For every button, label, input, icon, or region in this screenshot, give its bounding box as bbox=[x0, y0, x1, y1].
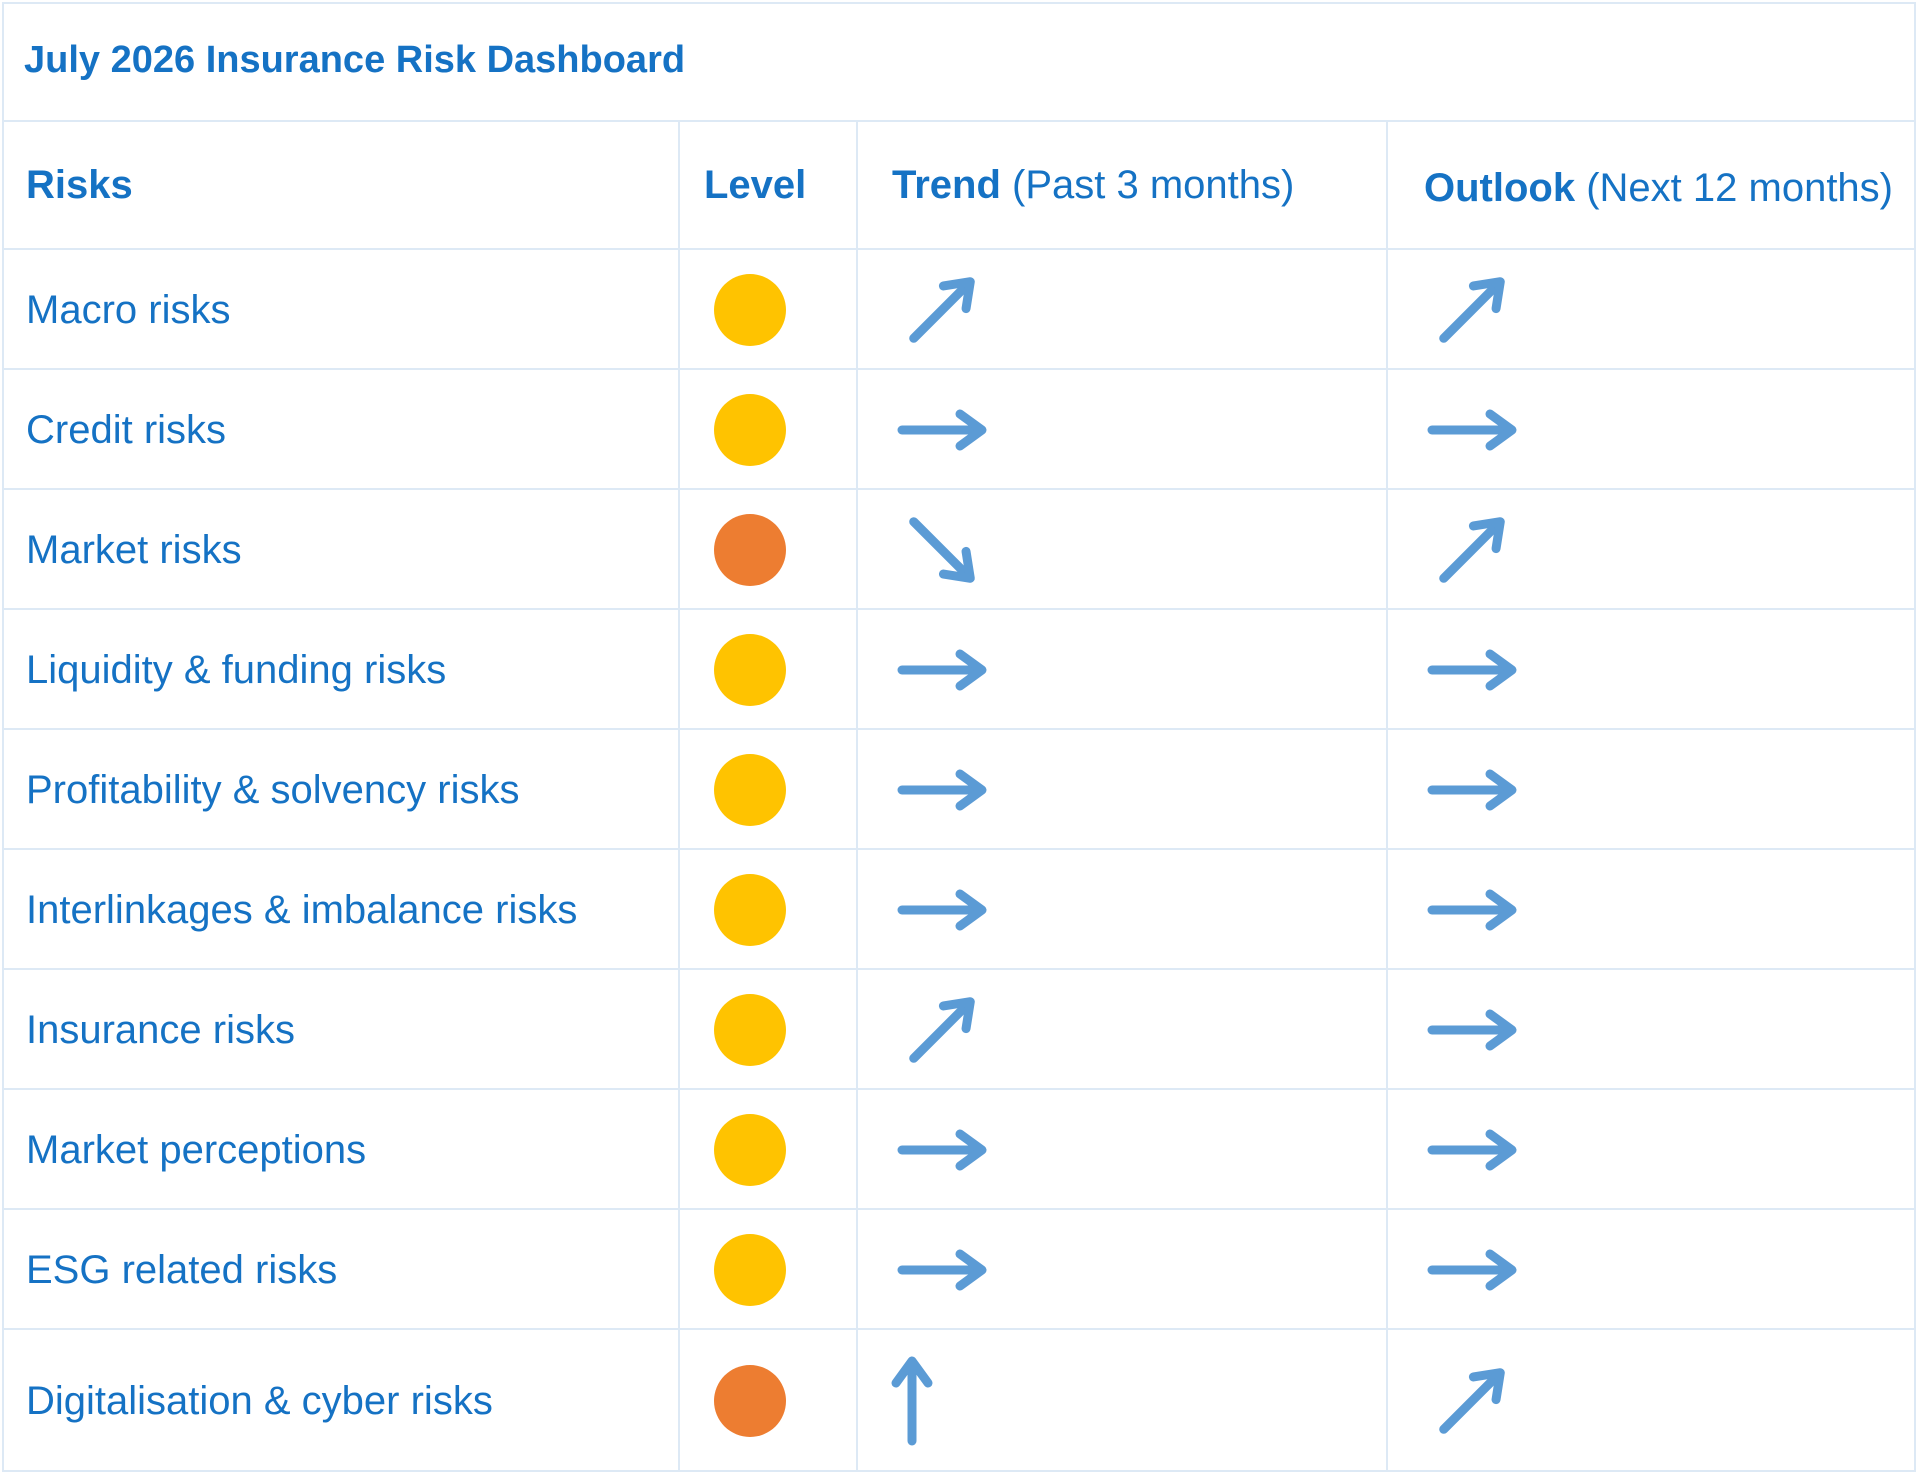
header-risks: Risks bbox=[26, 163, 133, 207]
risk-label: Digitalisation & cyber risks bbox=[26, 1379, 493, 1423]
risk-label: Market perceptions bbox=[26, 1128, 367, 1172]
risk-level-amber-dot bbox=[714, 634, 786, 706]
outlook-arrow-up-right-icon bbox=[1422, 260, 1522, 360]
outlook-arrow-right-icon bbox=[1422, 980, 1522, 1080]
trend-arrow-down-right-icon bbox=[892, 500, 992, 600]
header-outlook: Outlook (Next 12 months) bbox=[1424, 166, 1893, 210]
row-divider bbox=[2, 1208, 1916, 1210]
trend-arrow-right-icon bbox=[892, 380, 992, 480]
trend-arrow-right-icon bbox=[892, 860, 992, 960]
risk-label: Interlinkages & imbalance risks bbox=[26, 888, 578, 932]
outlook-arrow-right-icon bbox=[1422, 740, 1522, 840]
outlook-arrow-up-right-icon bbox=[1422, 500, 1522, 600]
title-divider bbox=[2, 120, 1916, 122]
risk-label: Liquidity & funding risks bbox=[26, 648, 447, 692]
outlook-arrow-right-icon bbox=[1422, 620, 1522, 720]
dashboard-title: July 2026 Insurance Risk Dashboard bbox=[24, 39, 686, 81]
header-divider bbox=[2, 248, 1916, 250]
trend-arrow-up-icon bbox=[862, 1351, 962, 1451]
risk-level-amber-dot bbox=[714, 874, 786, 946]
trend-arrow-right-icon bbox=[892, 1220, 992, 1320]
outlook-arrow-right-icon bbox=[1422, 1100, 1522, 1200]
risk-level-amber-dot bbox=[714, 394, 786, 466]
trend-arrow-right-icon bbox=[892, 1100, 992, 1200]
row-divider bbox=[2, 728, 1916, 730]
header-level: Level bbox=[704, 163, 807, 207]
row-divider bbox=[2, 488, 1916, 490]
risk-label: Macro risks bbox=[26, 288, 231, 332]
outlook-arrow-right-icon bbox=[1422, 1220, 1522, 1320]
outlook-arrow-up-right-icon bbox=[1422, 1351, 1522, 1451]
risk-level-amber-dot bbox=[714, 754, 786, 826]
trend-arrow-right-icon bbox=[892, 620, 992, 720]
header-trend: Trend (Past 3 months) bbox=[892, 163, 1295, 207]
column-divider-level bbox=[678, 120, 680, 1472]
row-divider bbox=[2, 1088, 1916, 1090]
column-divider-outlook bbox=[1386, 120, 1388, 1472]
risk-level-orange-dot bbox=[714, 514, 786, 586]
row-divider bbox=[2, 608, 1916, 610]
risk-label: Profitability & solvency risks bbox=[26, 768, 520, 812]
risk-level-amber-dot bbox=[714, 1234, 786, 1306]
row-divider bbox=[2, 848, 1916, 850]
row-divider bbox=[2, 1328, 1916, 1330]
risk-label: Insurance risks bbox=[26, 1008, 295, 1052]
risk-level-amber-dot bbox=[714, 1114, 786, 1186]
trend-arrow-up-right-icon bbox=[892, 260, 992, 360]
trend-arrow-up-right-icon bbox=[892, 980, 992, 1080]
risk-level-amber-dot bbox=[714, 274, 786, 346]
risk-level-amber-dot bbox=[714, 994, 786, 1066]
risk-label: ESG related risks bbox=[26, 1248, 338, 1292]
trend-arrow-right-icon bbox=[892, 740, 992, 840]
column-divider-trend bbox=[856, 120, 858, 1472]
outlook-arrow-right-icon bbox=[1422, 380, 1522, 480]
row-divider bbox=[2, 968, 1916, 970]
risk-label: Market risks bbox=[26, 528, 242, 572]
risk-level-orange-dot bbox=[714, 1365, 786, 1437]
risk-label: Credit risks bbox=[26, 408, 227, 452]
outlook-arrow-right-icon bbox=[1422, 860, 1522, 960]
row-divider bbox=[2, 368, 1916, 370]
